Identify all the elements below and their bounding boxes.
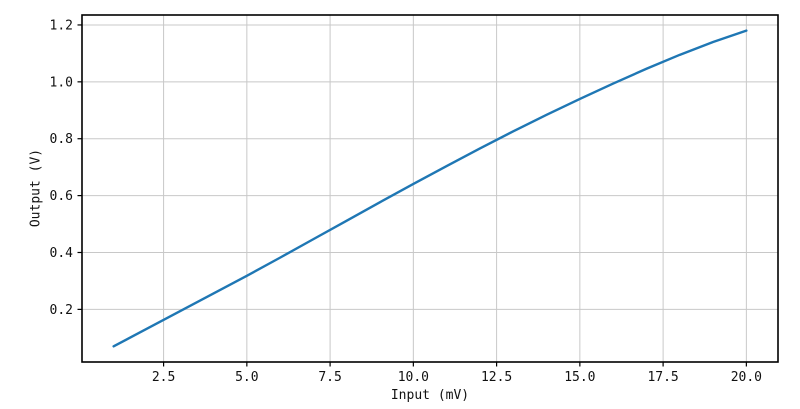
x-tick-label: 7.5	[318, 370, 341, 385]
y-tick-label: 1.0	[50, 75, 73, 90]
y-tick-label: 1.2	[50, 18, 73, 33]
tick-marks	[77, 24, 747, 367]
axes-spines	[81, 14, 779, 363]
x-tick-label: 2.5	[152, 370, 175, 385]
series-line-output-voltage	[112, 29, 748, 348]
x-tick-label: 12.5	[481, 370, 512, 385]
plot-border	[81, 14, 779, 363]
y-tick-label: 0.2	[50, 303, 73, 318]
x-tick-label: 20.0	[731, 370, 762, 385]
grid-lines	[82, 15, 778, 362]
x-tick-label: 17.5	[647, 370, 678, 385]
x-axis-label: Input (mV)	[390, 388, 470, 403]
x-tick-label: 15.0	[564, 370, 595, 385]
y-tick-label: 0.8	[50, 132, 73, 147]
y-tick-label: 0.6	[50, 189, 73, 204]
y-tick-label: 0.4	[50, 246, 74, 261]
data-series	[112, 29, 748, 348]
tick-labels: 2.5 5.0 7.5 10.0 12.5 15.0 17.5 20.0 0.2 0.4 0.6 0.…	[50, 18, 763, 385]
x-tick-label: 10.0	[398, 370, 429, 385]
y-axis-label: Output (V)	[28, 148, 44, 228]
x-tick-label: 5.0	[235, 370, 258, 385]
